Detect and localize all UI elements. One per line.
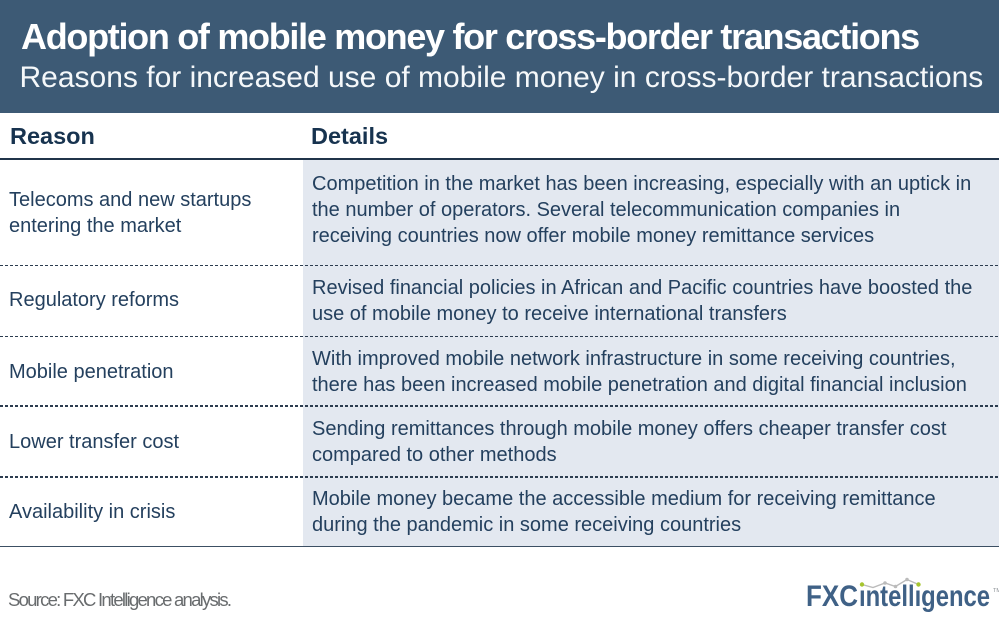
svg-text:FXC: FXC: [806, 580, 858, 613]
svg-text:ıntellıgence: ıntellıgence: [859, 580, 990, 613]
svg-text:TM: TM: [993, 588, 999, 594]
